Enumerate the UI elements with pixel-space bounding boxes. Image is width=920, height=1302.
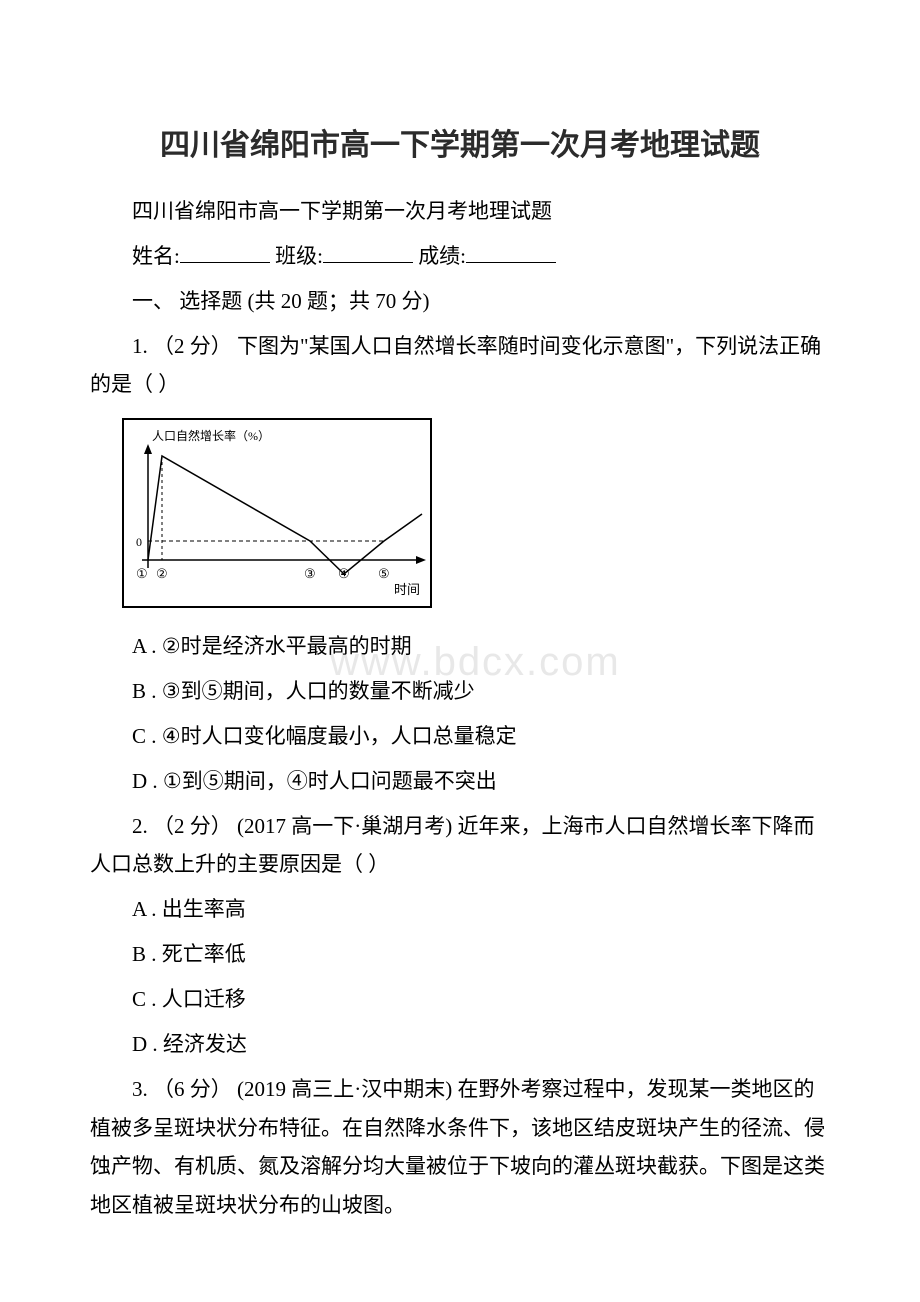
svg-text:③: ③ <box>304 566 316 581</box>
q2-optD: D . 经济发达 <box>90 1025 830 1064</box>
q3-stem: 3. （6 分） (2019 高三上·汉中期末) 在野外考察过程中，发现某一类地… <box>90 1070 830 1225</box>
page-title: 四川省绵阳市高一下学期第一次月考地理试题 <box>90 120 830 164</box>
q2-optA: A . 出生率高 <box>90 890 830 929</box>
subtitle: 四川省绵阳市高一下学期第一次月考地理试题 <box>90 192 830 231</box>
q1-optC: C . ④时人口变化幅度最小，人口总量稳定 <box>90 717 830 756</box>
svg-text:人口自然增长率（%）: 人口自然增长率（%） <box>152 428 270 443</box>
class-blank[interactable] <box>323 242 413 263</box>
svg-text:④: ④ <box>338 566 350 581</box>
growth-rate-chart: 人口自然增长率（%） 0 ①② ③ ④ ⑤ 时间 <box>122 418 432 608</box>
q1-optA: A . ②时是经济水平最高的时期 <box>90 627 830 666</box>
score-blank[interactable] <box>466 242 556 263</box>
q1-stem: 1. （2 分） 下图为"某国人口自然增长率随时间变化示意图"，下列说法正确的是… <box>90 327 830 405</box>
q1-optD: D . ①到⑤期间，④时人口问题最不突出 <box>90 762 830 801</box>
q1-figure: 人口自然增长率（%） 0 ①② ③ ④ ⑤ 时间 <box>122 418 830 613</box>
q1-optB: B . ③到⑤期间，人口的数量不断减少 <box>90 672 830 711</box>
name-blank[interactable] <box>180 242 270 263</box>
svg-text:0: 0 <box>136 535 142 549</box>
section-heading: 一、 选择题 (共 20 题；共 70 分) <box>90 282 830 321</box>
svg-text:时间: 时间 <box>394 582 420 597</box>
svg-text:②: ② <box>156 566 168 581</box>
q2-optC: C . 人口迁移 <box>90 980 830 1019</box>
svg-text:①: ① <box>136 566 148 581</box>
form-line: 姓名: 班级: 成绩: <box>90 237 830 276</box>
class-label: 班级: <box>275 244 323 268</box>
svg-text:⑤: ⑤ <box>378 566 390 581</box>
q2-optB: B . 死亡率低 <box>90 935 830 974</box>
name-label: 姓名: <box>132 244 180 268</box>
q2-stem: 2. （2 分） (2017 高一下·巢湖月考) 近年来，上海市人口自然增长率下… <box>90 807 830 885</box>
score-label: 成绩: <box>418 244 466 268</box>
